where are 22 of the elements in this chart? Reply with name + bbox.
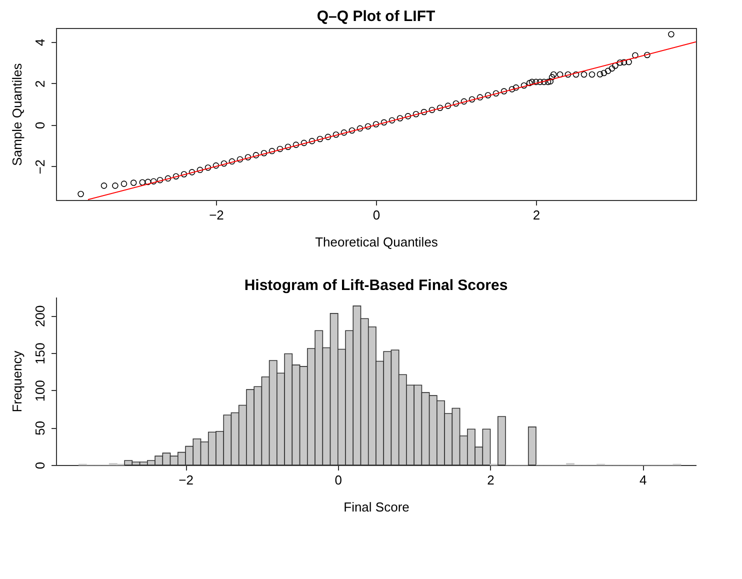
y-axis-title: Frequency (10, 350, 24, 412)
y-axis-title: Sample Quantiles (10, 62, 24, 166)
y-tick-label: 200 (32, 305, 48, 328)
y-tick-label: 0 (32, 462, 48, 470)
x-tick-label: 2 (532, 208, 540, 222)
chart-title: Q–Q Plot of LIFT (316, 8, 436, 25)
y-tick-label: 0 (32, 122, 48, 130)
x-axis-title: Theoretical Quantiles (315, 234, 438, 250)
y-tick-label: 2 (32, 80, 48, 88)
x-tick-label: 0 (372, 208, 380, 222)
y-tick-label: 150 (32, 342, 48, 364)
y-tick-label: 50 (32, 420, 48, 436)
x-tick-label: 0 (334, 472, 342, 488)
y-tick-label: −2 (32, 159, 48, 174)
x-tick-label: 4 (640, 472, 647, 488)
x-tick-label: −2 (209, 208, 224, 222)
y-tick-label: 100 (32, 380, 48, 402)
chart-title: Histogram of Lift-Based Final Scores (244, 277, 508, 294)
y-tick-label: 4 (32, 38, 48, 46)
x-tick-label: 2 (487, 472, 494, 488)
x-tick-label: −2 (178, 472, 194, 488)
x-axis-title: Final Score (344, 500, 410, 514)
